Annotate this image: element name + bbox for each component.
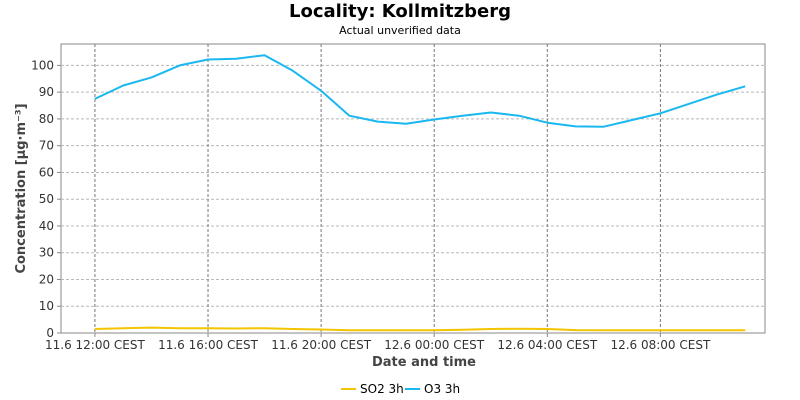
y-tick-label: 90	[39, 85, 54, 99]
series-line-so2-3h	[94, 326, 746, 332]
legend-label: SO2 3h	[360, 382, 404, 396]
legend-label: O3 3h	[424, 382, 460, 396]
chart-title: Locality: Kollmitzberg	[289, 1, 511, 22]
x-axis-label: Date and time	[372, 355, 476, 370]
series-lines	[94, 54, 746, 332]
x-tick-label: 11.6 12:00 CEST	[45, 338, 146, 352]
x-axis-ticks: 11.6 12:00 CEST 11.6 16:00 CEST 11.6 20:00…	[45, 333, 711, 352]
series-line-o3-3h	[94, 54, 746, 128]
x-tick-label: 11.6 20:00 CEST	[271, 338, 372, 352]
y-axis-ticks: 0 10 20 30 40 50 60 70 80 90 100	[31, 58, 61, 340]
y-tick-label: 100	[31, 58, 54, 72]
y-tick-label: 30	[39, 246, 54, 260]
y-axis-label: Concentration [µg·m⁻³]	[14, 103, 29, 273]
y-tick-label: 10	[39, 299, 54, 313]
x-tick-label: 11.6 16:00 CEST	[158, 338, 259, 352]
y-tick-label: 0	[46, 326, 54, 340]
x-tick-label: 12.6 08:00 CEST	[610, 338, 711, 352]
plot-area	[60, 43, 766, 334]
y-tick-label: 60	[39, 165, 54, 179]
y-tick-label: 40	[39, 219, 54, 233]
x-tick-label: 12.6 00:00 CEST	[384, 338, 485, 352]
x-tick-label: 12.6 04:00 CEST	[497, 338, 598, 352]
legend: SO2 3h O3 3h	[341, 382, 460, 396]
y-tick-label: 50	[39, 192, 54, 206]
chart-subtitle: Actual unverified data	[339, 24, 461, 37]
y-tick-label: 70	[39, 139, 54, 153]
y-tick-label: 80	[39, 112, 54, 126]
y-tick-label: 20	[39, 272, 54, 286]
